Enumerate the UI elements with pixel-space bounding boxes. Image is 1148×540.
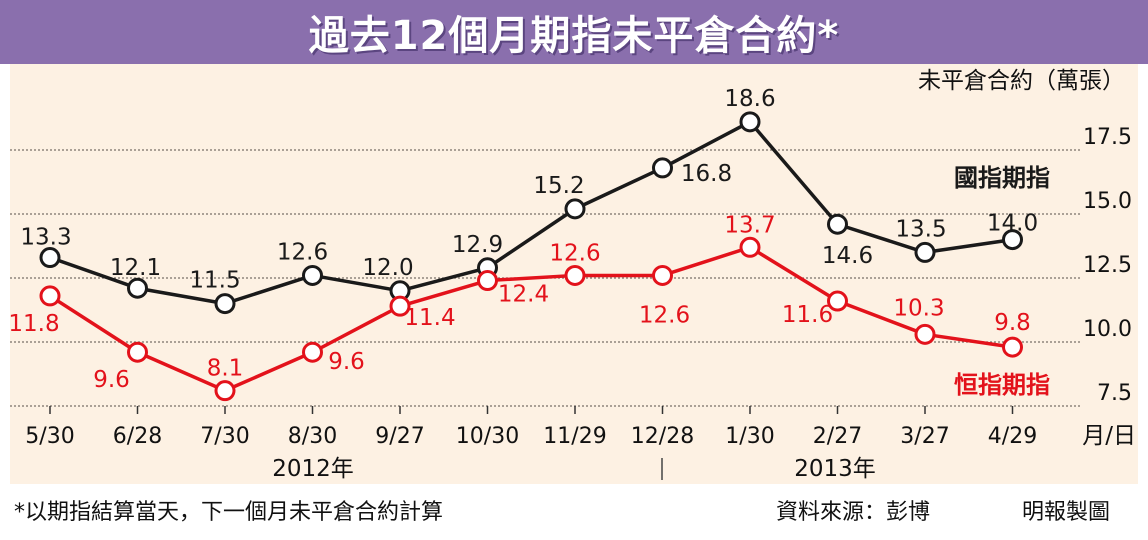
data-label: 13.5 [895,216,946,242]
data-label: 13.3 [20,225,71,251]
chart-header: 過去12個月期指未平倉合約* [0,0,1148,64]
data-point [477,270,498,292]
data-point [827,213,848,235]
y-tick-label: 12.5 [1083,253,1132,278]
data-label: 16.8 [681,161,732,187]
x-tick-label: 2/27 [813,424,862,449]
data-point [302,264,323,286]
x-axis-label: 月/日 [1082,423,1136,449]
data-label: 10.3 [893,295,944,321]
y-tick-label: 7.5 [1097,381,1132,406]
data-point [739,111,761,133]
x-tick-label: 1/30 [725,424,774,449]
data-point [214,293,236,315]
year-label-2013: 2013年 [794,456,876,482]
data-point [39,285,61,307]
y-tick-label: 17.5 [1083,125,1132,150]
y-axis-label: 未平倉合約（萬張） [918,68,1125,94]
data-label: 14.0 [987,211,1038,237]
y-tick-label: 15.0 [1083,189,1132,214]
x-axis-ticks: 5/30 6/28 7/30 8/30 9/27 10/30 11/29 12/28 1/30 2… [25,406,1037,449]
x-tick-label: 4/29 [988,424,1037,449]
data-point [214,380,236,402]
x-tick-label: 5/30 [25,424,74,449]
data-label: 9.8 [994,310,1031,336]
data-point [1002,336,1023,358]
y-axis-ticks: 7.5 10.0 12.5 15.0 17.5 [1083,125,1132,406]
x-tick-label: 8/30 [288,424,337,449]
data-source: 資料來源：彭博 [776,500,931,525]
data-label: 11.8 [8,311,59,337]
series-label-hsi: 恒指期指 [954,371,1050,399]
data-label: 11.6 [782,302,833,328]
data-point [827,290,848,312]
data-point [127,277,148,299]
y-tick-label: 10.0 [1083,317,1132,342]
x-tick-label: 10/30 [456,424,519,449]
data-point [564,198,586,220]
data-label: 11.5 [189,268,240,294]
data-point [914,323,936,345]
data-labels: 13.3 12.1 11.5 12.6 12.0 12.9 15.2 16.8 18.6 14.6… [8,86,1038,393]
data-label: 9.6 [328,349,365,375]
data-label: 13.7 [724,212,775,238]
data-label: 14.6 [822,243,873,269]
data-label: 12.6 [549,240,600,266]
data-point [914,241,936,263]
data-label: 12.4 [498,282,549,308]
x-tick-label: 11/29 [543,424,606,449]
credit: 明報製圖 [1022,500,1111,525]
data-point [127,341,148,363]
year-label-2012: 2012年 [272,456,354,482]
data-point [389,295,411,317]
data-point [1002,229,1023,251]
data-label: 12.0 [362,255,413,281]
data-point [652,157,673,179]
series-line [49,120,1013,306]
data-label: 12.1 [110,255,161,281]
data-point [564,264,586,286]
data-point [652,264,673,286]
data-label: 11.4 [404,305,455,331]
x-tick-label: 6/28 [113,424,162,449]
series-layer [39,111,1023,402]
data-label: 8.1 [207,356,244,382]
data-point [739,236,761,258]
x-tick-label: 3/27 [900,424,949,449]
x-tick-label: 12/28 [631,424,694,449]
x-tick-label: 9/27 [375,424,424,449]
line-chart: 7.5 10.0 12.5 15.0 17.5 5/30 6/28 7/30 8/30 9/27… [8,68,1136,482]
data-label: 12.9 [452,232,503,258]
data-label: 15.2 [533,173,584,199]
series-line [49,245,1013,393]
series-label-hsce: 國指期指 [954,164,1050,192]
data-label: 12.6 [639,302,690,328]
data-label: 12.6 [277,239,328,265]
data-point [39,247,61,269]
chart-title: 過去12個月期指未平倉合約* [308,13,840,59]
data-label: 18.6 [724,86,775,112]
footnote: *以期指結算當天，下一個月未平倉合約計算 [14,500,444,525]
data-label: 9.6 [93,367,130,393]
x-tick-label: 7/30 [200,424,249,449]
data-point [302,341,323,363]
